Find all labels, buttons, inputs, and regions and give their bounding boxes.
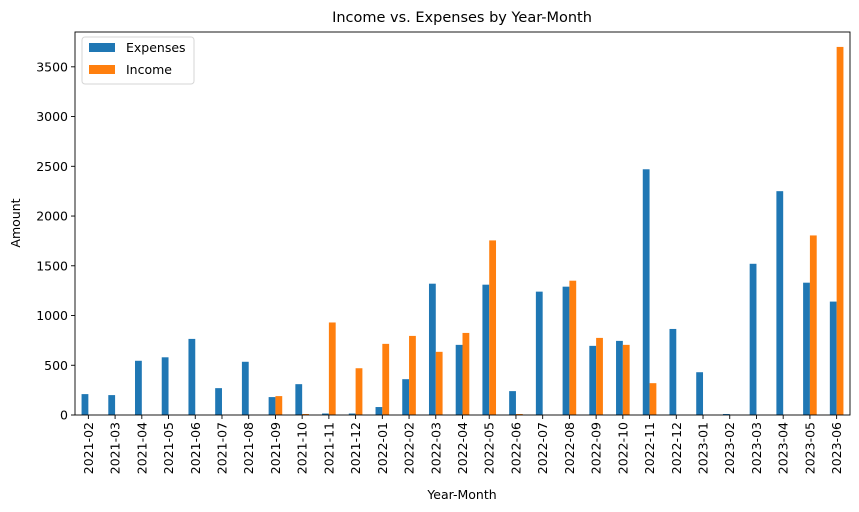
x-tick-label: 2022-11 xyxy=(642,422,657,474)
x-tick-label: 2023-05 xyxy=(802,422,817,474)
x-tick-label: 2022-01 xyxy=(375,422,390,474)
x-axis: 2021-02 2021-03 2021-04 2021-05 2021-06 2021-… xyxy=(81,415,844,474)
bar-expenses-2022-04 xyxy=(455,344,463,415)
x-tick-label: 2022-02 xyxy=(402,422,417,474)
x-tick-label: 2022-08 xyxy=(562,422,577,474)
bar-income-2022-05 xyxy=(489,240,497,415)
bar-expenses-2022-06 xyxy=(509,391,516,415)
y-tick-label: 0 xyxy=(60,408,68,423)
bar-income-2022-09 xyxy=(596,337,603,415)
bar-expenses-2021-02 xyxy=(81,394,89,415)
x-tick-label: 2022-05 xyxy=(482,422,497,474)
bar-expenses-2022-07 xyxy=(535,291,543,415)
bar-expenses-2022-11 xyxy=(642,169,650,415)
bar-expenses-2021-05 xyxy=(161,357,169,415)
x-tick-label: 2021-10 xyxy=(295,422,310,474)
x-tick-label: 2021-11 xyxy=(321,422,336,474)
x-tick-label: 2023-06 xyxy=(829,422,844,474)
y-tick-label: 3000 xyxy=(36,109,68,124)
x-tick-label: 2021-04 xyxy=(134,422,149,474)
y-tick-label: 1500 xyxy=(36,258,68,273)
bar-income-2021-12 xyxy=(355,368,363,415)
x-tick-label: 2021-03 xyxy=(108,422,123,474)
x-axis-label: Year-Month xyxy=(426,487,496,502)
bar-expenses-2021-10 xyxy=(295,384,303,415)
bar-income-2022-04 xyxy=(462,332,470,415)
x-tick-label: 2022-03 xyxy=(428,422,443,474)
bar-income-2022-06 xyxy=(515,414,523,415)
bar-expenses-2021-06 xyxy=(188,338,196,415)
bar-income-2022-03 xyxy=(435,351,443,415)
x-tick-label: 2023-04 xyxy=(776,422,791,474)
bar-expenses-2021-11 xyxy=(322,413,329,415)
bar-expenses-2022-05 xyxy=(482,284,490,415)
y-tick-label: 2000 xyxy=(36,209,68,224)
bar-expenses-2022-02 xyxy=(402,379,410,415)
legend-swatch-expenses xyxy=(89,43,115,52)
y-axis: 0 500 1000 1500 2000 2500 3000 3500 xyxy=(36,59,75,423)
plot-frame xyxy=(74,31,851,416)
x-tick-label: 2022-09 xyxy=(589,422,604,474)
bar-expenses-2023-03 xyxy=(749,263,757,415)
legend-label-income: Income xyxy=(126,62,172,77)
bar-expenses-2022-01 xyxy=(375,407,383,415)
y-axis-label: Amount xyxy=(8,198,23,247)
bar-income-2022-11 xyxy=(649,383,657,415)
y-tick-label: 3500 xyxy=(36,59,68,74)
bar-expenses-2021-08 xyxy=(241,361,249,415)
bar-expenses-2022-10 xyxy=(616,340,623,415)
bar-expenses-2023-06 xyxy=(829,301,837,415)
bar-expenses-2021-04 xyxy=(135,360,142,415)
bar-expenses-2022-03 xyxy=(428,283,436,415)
bar-expenses-2022-08 xyxy=(562,286,570,415)
y-tick-label: 1000 xyxy=(36,308,68,323)
bar-income-2022-02 xyxy=(409,335,416,415)
y-tick-label: 500 xyxy=(44,358,68,373)
x-tick-label: 2021-05 xyxy=(161,422,176,474)
bar-expenses-2021-03 xyxy=(108,395,116,415)
bar-expenses-2022-09 xyxy=(589,345,597,415)
x-tick-label: 2022-10 xyxy=(615,422,630,474)
bar-income-2023-06 xyxy=(836,46,844,416)
bar-expenses-2021-12 xyxy=(348,413,356,415)
bar-income-2021-09 xyxy=(275,396,283,415)
legend-swatch-income xyxy=(89,65,115,74)
x-tick-label: 2022-04 xyxy=(455,422,470,474)
bar-expenses-2021-09 xyxy=(268,397,276,415)
bar-expenses-2023-02 xyxy=(722,414,730,415)
bars-group xyxy=(81,46,844,416)
bar-income-2022-10 xyxy=(622,344,630,415)
x-tick-label: 2023-03 xyxy=(749,422,764,474)
x-tick-label: 2022-12 xyxy=(669,422,684,474)
bar-expenses-2023-01 xyxy=(696,372,704,415)
chart-title: Income vs. Expenses by Year-Month xyxy=(332,10,592,26)
x-tick-label: 2021-07 xyxy=(214,422,229,474)
bar-income-2021-11 xyxy=(328,322,336,415)
legend-label-expenses: Expenses xyxy=(126,40,186,55)
bar-income-2022-08 xyxy=(569,280,577,415)
x-tick-label: 2021-02 xyxy=(81,422,96,474)
bar-income-2022-01 xyxy=(382,343,390,415)
y-tick-label: 2500 xyxy=(36,159,68,174)
bar-income-2021-10 xyxy=(302,414,309,415)
x-tick-label: 2022-07 xyxy=(535,422,550,474)
x-tick-label: 2022-06 xyxy=(508,422,523,474)
bar-expenses-2023-04 xyxy=(776,191,784,415)
x-tick-label: 2023-02 xyxy=(722,422,737,474)
x-tick-label: 2021-09 xyxy=(268,422,283,474)
bar-expenses-2023-05 xyxy=(803,282,810,415)
bar-expenses-2021-07 xyxy=(215,388,222,415)
bar-income-2023-05 xyxy=(809,235,817,415)
bar-expenses-2022-12 xyxy=(669,328,677,415)
x-tick-label: 2021-12 xyxy=(348,422,363,474)
legend: Expenses Income xyxy=(81,36,195,85)
x-tick-label: 2023-01 xyxy=(696,422,711,474)
x-tick-label: 2021-06 xyxy=(188,422,203,474)
x-tick-label: 2021-08 xyxy=(241,422,256,474)
